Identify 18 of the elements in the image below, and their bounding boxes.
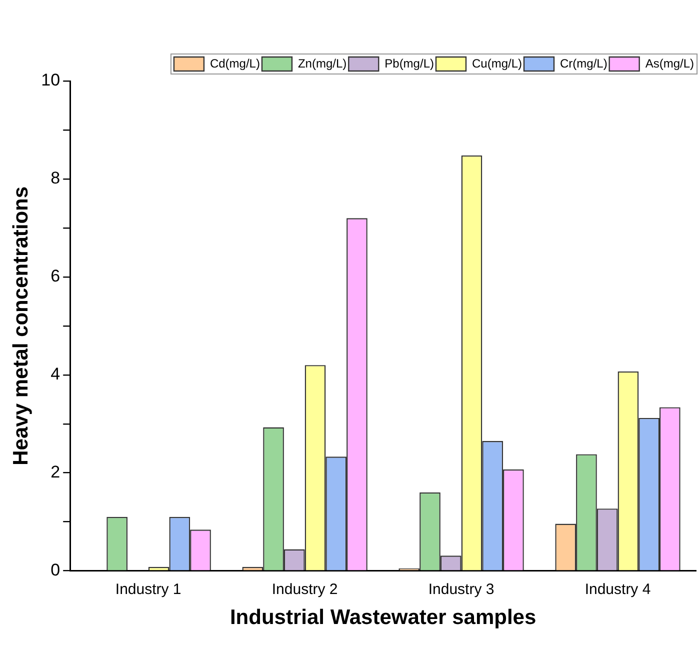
legend-label: As(mg/L) <box>645 56 694 70</box>
x-axis-title: Industrial Wastewater samples <box>230 606 536 630</box>
legend-label: Zn(mg/L) <box>298 56 347 70</box>
y-tick-label: 0 <box>50 560 60 580</box>
legend-label: Pb(mg/L) <box>384 56 434 70</box>
x-tick-label: Industry 4 <box>584 580 651 598</box>
x-tick-label: Industry 3 <box>428 580 494 598</box>
y-tick-label: 6 <box>50 266 60 286</box>
legend-label: Cu(mg/L) <box>472 56 522 70</box>
x-tick-label: Industry 2 <box>272 580 338 598</box>
y-tick-label: 8 <box>50 168 60 188</box>
y-tick-label: 10 <box>41 70 60 90</box>
y-axis-title: Heavy metal concentrations <box>9 186 32 466</box>
legend-label: Cd(mg/L) <box>210 56 260 70</box>
y-tick-label: 2 <box>50 462 60 482</box>
legend-label: Cr(mg/L) <box>560 56 608 70</box>
y-tick-label: 4 <box>50 364 60 384</box>
x-tick-label: Industry 1 <box>115 580 182 598</box>
